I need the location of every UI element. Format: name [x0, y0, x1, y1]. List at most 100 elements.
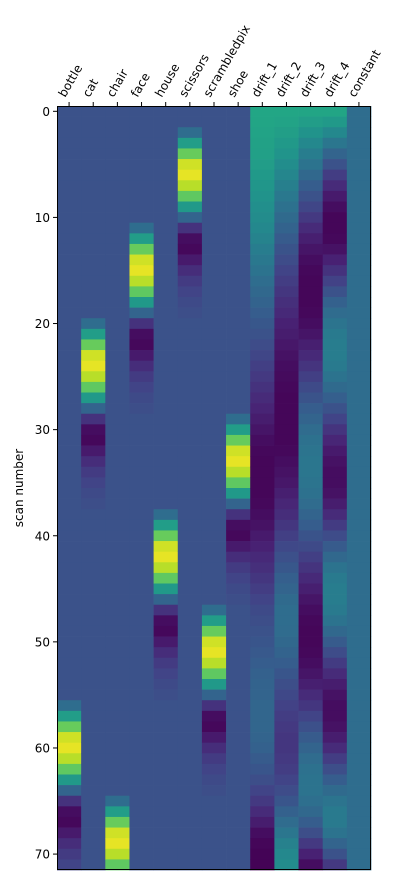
cell-cat-scan-1	[81, 116, 106, 128]
cell-drift_1-scan-36	[250, 488, 275, 499]
cell-scrambledpix-scan-46	[201, 594, 227, 606]
cell-constant-scan-65	[346, 795, 372, 807]
cell-cat-scan-45	[81, 583, 106, 595]
cell-drift_1-scan-46	[250, 594, 275, 606]
cell-shoe-scan-20	[226, 318, 251, 330]
cell-scrambledpix-scan-15	[201, 265, 227, 277]
cell-drift_4-scan-31	[322, 434, 348, 446]
cell-drift_4-scan-11	[322, 222, 348, 234]
cell-bottle-scan-38	[57, 509, 82, 521]
cell-scissors-scan-70	[177, 848, 203, 860]
cell-constant-scan-57	[346, 710, 372, 722]
cell-drift_1-scan-56	[250, 700, 275, 712]
cell-shoe-scan-27	[226, 392, 251, 404]
cell-bottle-scan-5	[57, 159, 82, 171]
cell-drift_2-scan-51	[274, 647, 299, 659]
cell-drift_1-scan-3	[250, 137, 275, 149]
cell-scrambledpix-scan-11	[201, 222, 227, 234]
cell-constant-scan-71	[346, 859, 372, 871]
cell-house-scan-6	[153, 169, 179, 181]
cell-constant-scan-16	[346, 275, 372, 287]
cell-drift_1-scan-68	[250, 827, 275, 839]
cell-scrambledpix-scan-14	[201, 254, 227, 266]
cell-drift_1-scan-19	[250, 307, 275, 319]
cell-cat-scan-56	[81, 700, 106, 712]
cell-bottle-scan-69	[57, 838, 82, 850]
cell-chair-scan-25	[105, 371, 130, 383]
cell-scrambledpix-scan-66	[201, 806, 227, 818]
cell-drift_4-scan-42	[322, 551, 348, 563]
cell-drift_1-scan-9	[250, 201, 275, 213]
cell-constant-scan-3	[346, 137, 372, 149]
cell-drift_4-scan-41	[322, 541, 348, 553]
cell-house-scan-13	[153, 243, 179, 255]
cell-bottle-scan-68	[57, 827, 82, 839]
cell-shoe-scan-59	[226, 732, 251, 744]
cell-constant-scan-63	[346, 774, 372, 786]
cell-bottle-scan-70	[57, 848, 82, 860]
cell-face-scan-35	[129, 477, 154, 489]
cell-face-scan-17	[129, 286, 154, 298]
cell-constant-scan-64	[346, 785, 372, 797]
cell-drift_1-scan-40	[250, 530, 275, 542]
cell-scissors-scan-56	[177, 700, 203, 712]
cell-drift_2-scan-55	[274, 689, 299, 701]
cell-drift_1-scan-31	[250, 434, 275, 446]
cell-constant-scan-37	[346, 498, 372, 510]
cell-chair-scan-19	[105, 307, 130, 319]
cell-drift_2-scan-0	[274, 106, 299, 117]
cell-house-scan-14	[153, 254, 179, 266]
cell-chair-scan-56	[105, 700, 130, 712]
cell-cat-scan-36	[81, 488, 106, 499]
cell-shoe-scan-7	[226, 180, 251, 192]
cell-shoe-scan-57	[226, 710, 251, 722]
cell-chair-scan-5	[105, 159, 130, 171]
cell-drift_4-scan-43	[322, 562, 348, 574]
cell-scissors-scan-1	[177, 116, 203, 128]
cell-scrambledpix-scan-26	[201, 381, 227, 393]
cell-drift_1-scan-43	[250, 562, 275, 574]
cell-drift_2-scan-46	[274, 594, 299, 606]
cell-drift_1-scan-27	[250, 392, 275, 404]
cell-drift_3-scan-47	[298, 604, 324, 616]
cell-bottle-scan-48	[57, 615, 82, 627]
cell-scrambledpix-scan-34	[201, 466, 227, 478]
cell-bottle-scan-65	[57, 795, 82, 807]
cell-face-scan-64	[129, 785, 154, 797]
cell-scrambledpix-scan-31	[201, 434, 227, 446]
cell-face-scan-27	[129, 392, 154, 404]
cell-drift_3-scan-69	[298, 838, 324, 850]
cell-scissors-scan-26	[177, 381, 203, 393]
cell-face-scan-9	[129, 201, 154, 213]
cell-drift_3-scan-70	[298, 848, 324, 860]
cell-drift_1-scan-11	[250, 222, 275, 234]
cell-cat-scan-19	[81, 307, 106, 319]
cell-scissors-scan-4	[177, 148, 203, 160]
cell-face-scan-19	[129, 307, 154, 319]
cell-cat-scan-48	[81, 615, 106, 627]
cell-cat-scan-69	[81, 838, 106, 850]
cell-bottle-scan-24	[57, 360, 82, 372]
cell-face-scan-53	[129, 668, 154, 680]
cell-drift_3-scan-59	[298, 732, 324, 744]
cell-face-scan-21	[129, 328, 154, 340]
cell-house-scan-26	[153, 381, 179, 393]
cell-scissors-scan-52	[177, 657, 203, 669]
cell-drift_2-scan-1	[274, 116, 299, 128]
cell-constant-scan-25	[346, 371, 372, 383]
cell-bottle-scan-21	[57, 328, 82, 340]
cell-bottle-scan-60	[57, 742, 82, 754]
cell-face-scan-8	[129, 190, 154, 202]
cell-cat-scan-21	[81, 328, 106, 340]
cell-constant-scan-34	[346, 466, 372, 478]
cell-drift_1-scan-63	[250, 774, 275, 786]
cell-house-scan-60	[153, 742, 179, 754]
cell-chair-scan-30	[105, 424, 130, 436]
cell-shoe-scan-0	[226, 106, 251, 117]
cell-face-scan-37	[129, 498, 154, 510]
cell-chair-scan-28	[105, 403, 130, 415]
cell-shoe-scan-50	[226, 636, 251, 648]
cell-drift_1-scan-66	[250, 806, 275, 818]
cell-scrambledpix-scan-24	[201, 360, 227, 372]
cell-shoe-scan-51	[226, 647, 251, 659]
